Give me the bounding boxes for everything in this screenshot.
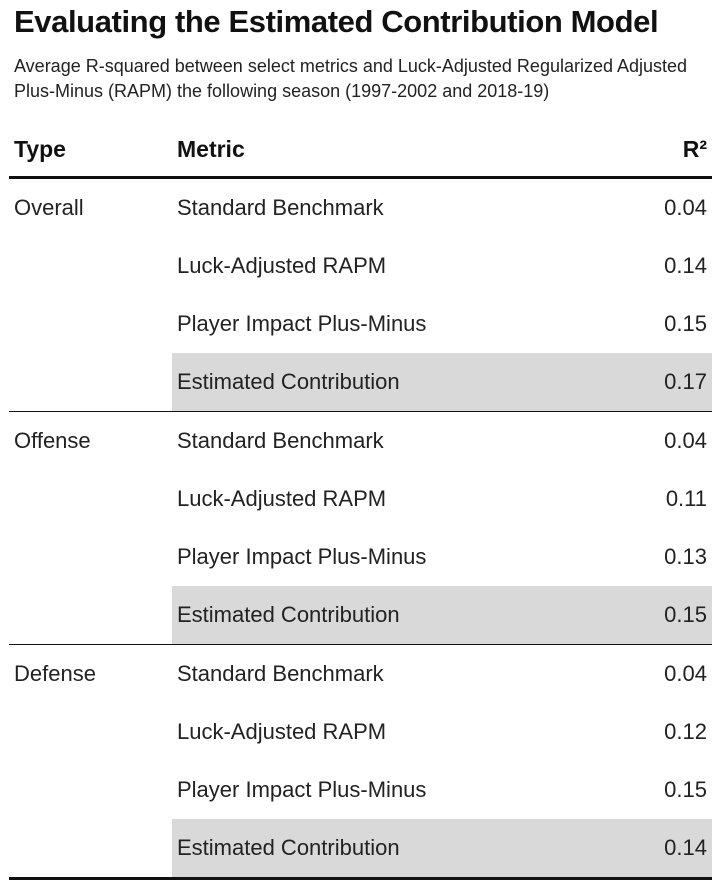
metric-cell: Luck-Adjusted RAPM <box>177 486 387 511</box>
metric-cell: Standard Benchmark <box>177 195 384 220</box>
table-row: Player Impact Plus-Minus 0.15 <box>172 295 712 353</box>
chart-title: Evaluating the Estimated Contribution Mo… <box>14 4 659 39</box>
table-row: Luck-Adjusted RAPM 0.12 <box>172 703 712 761</box>
metric-cell: Standard Benchmark <box>177 661 384 686</box>
metric-cell: Luck-Adjusted RAPM <box>177 719 387 744</box>
table-body: Overall Standard Benchmark 0.04 Luck-Adjust… <box>9 179 712 880</box>
r-squared-value: 0.04 <box>664 428 707 453</box>
table-row: Luck-Adjusted RAPM 0.14 <box>172 237 712 295</box>
table-row: Player Impact Plus-Minus 0.15 <box>172 761 712 819</box>
r-squared-value: 0.17 <box>664 369 707 394</box>
metric-cell: Player Impact Plus-Minus <box>177 777 427 802</box>
group-type-label: Defense <box>14 661 96 686</box>
table-row: Standard Benchmark 0.04 <box>172 645 712 703</box>
metric-cell: Estimated Contribution <box>177 369 400 394</box>
header-r-squared: R² <box>682 136 707 162</box>
table-row: Estimated Contribution 0.17 <box>172 353 712 411</box>
chart-subtitle: Average R-squared between select metrics… <box>14 56 688 101</box>
r-squared-value: 0.04 <box>664 195 707 220</box>
metric-cell: Estimated Contribution <box>177 602 400 627</box>
header-type: Type <box>14 136 66 162</box>
table-row: Luck-Adjusted RAPM 0.11 <box>172 470 712 528</box>
table-row: Standard Benchmark 0.04 <box>172 179 712 237</box>
header-metric: Metric <box>177 136 245 162</box>
metric-cell: Player Impact Plus-Minus <box>177 544 427 569</box>
table-row: Standard Benchmark 0.04 <box>172 412 712 470</box>
r-squared-value: 0.15 <box>664 311 707 336</box>
table-group-offense: Offense Standard Benchmark 0.04 Luck-Adjust… <box>9 412 712 645</box>
metric-cell: Estimated Contribution <box>177 835 400 860</box>
table-header: Type Metric R² <box>9 126 712 179</box>
results-table: Type Metric R² Overall Standard Benchmark… <box>9 126 712 880</box>
r-squared-value: 0.15 <box>664 602 707 627</box>
r-squared-value: 0.14 <box>664 253 707 278</box>
group-type-label: Overall <box>14 195 84 220</box>
table-row: Player Impact Plus-Minus 0.13 <box>172 528 712 586</box>
r-squared-value: 0.04 <box>664 661 707 686</box>
r-squared-value: 0.12 <box>664 719 707 744</box>
r-squared-value: 0.11 <box>665 486 707 511</box>
r-squared-value: 0.15 <box>664 777 707 802</box>
table-group-defense: Defense Standard Benchmark 0.04 Luck-Adjust… <box>9 645 712 880</box>
metric-cell: Player Impact Plus-Minus <box>177 311 427 336</box>
metric-cell: Standard Benchmark <box>177 428 384 453</box>
table-group-overall: Overall Standard Benchmark 0.04 Luck-Adjust… <box>9 179 712 412</box>
table-row: Estimated Contribution 0.14 <box>172 819 712 877</box>
metric-cell: Luck-Adjusted RAPM <box>177 253 387 278</box>
r-squared-value: 0.13 <box>664 544 707 569</box>
group-type-label: Offense <box>14 428 91 453</box>
r-squared-value: 0.14 <box>664 835 707 860</box>
table-row: Estimated Contribution 0.15 <box>172 586 712 644</box>
